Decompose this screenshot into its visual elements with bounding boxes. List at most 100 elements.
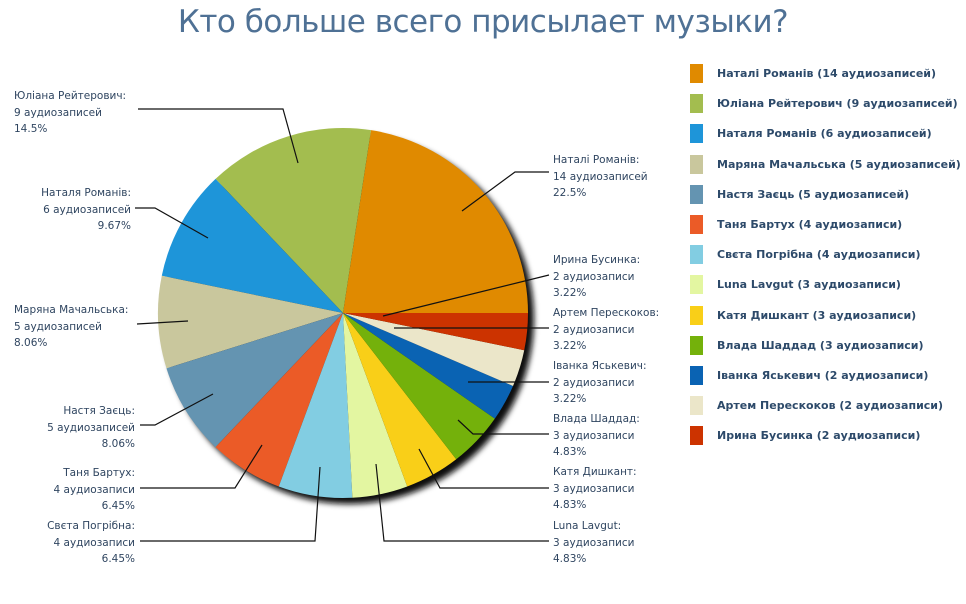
data-label-name: Luna Lavgut: — [553, 520, 622, 532]
legend-swatch — [690, 275, 703, 295]
legend-item[interactable]: Таня Бартух (4 аудиозаписи) — [690, 215, 966, 235]
data-label-percent: 8.06% — [14, 337, 48, 349]
data-label-count-text: 9 аудиозаписей — [14, 106, 102, 119]
data-label-percent: 4.83% — [553, 553, 587, 565]
data-label-count-text: 2 аудиозаписи — [553, 323, 635, 336]
data-label: Катя Дишкант: 3 аудиозаписи 4.83% — [553, 464, 637, 514]
legend-label: Маряна Мачальська (5 аудиозаписей) — [717, 157, 961, 171]
leader-line — [461, 171, 549, 212]
pie-slice — [343, 313, 457, 487]
data-label-count-text: 3 аудиозаписи — [553, 429, 635, 442]
data-label-percent: 4.83% — [553, 446, 587, 458]
data-label-count-text: 14 аудиозаписей — [553, 170, 648, 183]
data-label: Маряна Мачальська: 5 аудиозаписей 8.06% — [14, 302, 128, 352]
legend-item[interactable]: Маряна Мачальська (5 аудиозаписей) — [690, 154, 966, 175]
legend-label: Таня Бартух (4 аудиозаписи) — [717, 218, 903, 231]
data-label-name: Артем Перескоков: — [553, 307, 660, 319]
data-label-count-text: 2 аудиозаписи — [553, 376, 635, 389]
legend-item[interactable]: Артем Перескоков (2 аудиозаписи) — [690, 396, 966, 416]
leader-line — [135, 207, 209, 239]
legend-swatch — [690, 245, 703, 265]
data-label-count-text: 3 аудиозаписи — [553, 536, 635, 549]
pie-slice — [215, 128, 372, 313]
legend-label: Ирина Бусинка (2 аудиозаписи) — [717, 429, 921, 443]
data-label-name: Наталі Романів: — [553, 154, 640, 166]
legend-swatch — [690, 184, 703, 204]
pie-slice — [161, 178, 343, 313]
data-label-name: Настя Заєць: — [63, 405, 135, 417]
data-label-percent: 3.22% — [553, 340, 587, 352]
data-label-percent: 6.45% — [101, 500, 135, 512]
legend-swatch — [690, 124, 703, 144]
pie-slice — [343, 313, 525, 386]
legend-swatch — [690, 335, 703, 355]
data-label-count-text: 4 аудиозаписи — [53, 536, 135, 549]
data-label-percent: 4.83% — [553, 499, 587, 511]
legend-item[interactable]: Іванка Яськевич (2 аудиозаписи) — [690, 366, 966, 386]
pie-slice — [343, 313, 408, 498]
legend-item[interactable]: Свєта Погрібна (4 аудиозаписи) — [690, 245, 966, 265]
data-label-percent: 6.45% — [101, 553, 135, 565]
pie-slice — [166, 313, 343, 448]
data-label: Іванка Яськевич: 2 аудиозаписи 3.22% — [553, 358, 647, 408]
legend-label: Влада Шаддад (3 аудиозаписи) — [717, 338, 924, 352]
legend-label: Катя Дишкант (3 аудиозаписи) — [717, 308, 917, 322]
data-label-percent: 22.5% — [553, 187, 587, 199]
data-label: Ирина Бусинка: 2 аудиозаписи 3.22% — [553, 252, 640, 302]
data-label-name: Ирина Бусинка: — [553, 254, 641, 266]
legend-swatch — [690, 426, 703, 446]
data-label: Наталі Романів: 14 аудиозаписей 22.5% — [553, 152, 648, 202]
leader-line — [136, 320, 189, 325]
legend-item[interactable]: Наталі Романів (14 аудиозаписей) — [690, 64, 966, 84]
legend-label: Наталі Романів (14 аудиозаписей) — [717, 67, 937, 80]
legend-item[interactable]: Настя Заєць (5 аудиозаписей) — [690, 184, 966, 205]
legend-item[interactable]: Ирина Бусинка (2 аудиозаписи) — [690, 426, 966, 446]
legend-item[interactable]: Катя Дишкант (3 аудиозаписи) — [690, 305, 966, 326]
leader-line — [140, 393, 214, 426]
leader-line — [375, 463, 549, 542]
data-label: Luna Lavgut: 3 аудиозаписи 4.83% — [553, 518, 634, 568]
data-label: Влада Шаддад: 3 аудиозаписи 4.83% — [553, 411, 640, 461]
legend-item[interactable]: Влада Шаддад (3 аудиозаписи) — [690, 335, 966, 356]
chart-title: Кто больше всего присылает музыки? — [177, 4, 789, 40]
data-label: Наталя Романів: 6 аудиозаписей 9.67% — [41, 185, 131, 235]
data-label-percent: 3.22% — [553, 287, 587, 299]
pie-slice — [158, 275, 343, 369]
data-label-name: Юліана Рейтерович: — [14, 90, 127, 102]
legend-swatch — [690, 305, 703, 325]
data-label-name: Влада Шаддад: — [553, 413, 640, 425]
legend-label: Наталя Романів (6 аудиозаписей) — [717, 127, 932, 141]
legend-label: Юліана Рейтерович (9 аудиозаписей) — [717, 97, 958, 111]
data-label: Настя Заєць: 5 аудиозаписей 8.06% — [47, 403, 135, 453]
legend-item[interactable]: Юліана Рейтерович (9 аудиозаписей) — [690, 94, 966, 114]
leader-line — [138, 108, 299, 164]
legend-swatch — [690, 366, 703, 385]
legend-swatch — [690, 215, 703, 234]
leader-line — [140, 466, 321, 542]
legend-item[interactable]: Наталя Романів (6 аудиозаписей) — [690, 124, 966, 144]
leader-line — [382, 274, 550, 317]
leader-line — [457, 419, 549, 435]
data-label-name: Наталя Романів: — [41, 187, 131, 199]
data-label-count-text: 4 аудиозаписи — [53, 483, 135, 496]
legend-swatch — [690, 154, 703, 174]
data-label-count-text: 5 аудиозаписей — [47, 421, 135, 434]
pie-slice — [215, 313, 343, 487]
leader-line — [140, 444, 263, 489]
data-label: Юліана Рейтерович: 9 аудиозаписей 14.5% — [14, 88, 126, 138]
data-label-percent: 3.22% — [553, 393, 587, 405]
legend-label: Іванка Яськевич (2 аудиозаписи) — [717, 369, 929, 382]
legend-item[interactable]: Luna Lavgut (3 аудиозаписи) — [690, 275, 966, 295]
data-label: Свєта Погрібна: 4 аудиозаписи 6.45% — [47, 518, 135, 568]
data-label-count-text: 2 аудиозаписи — [553, 270, 635, 283]
data-label-name: Маряна Мачальська: — [14, 304, 129, 316]
data-label: Артем Перескоков: 2 аудиозаписи 3.22% — [553, 305, 659, 355]
legend-label: Luna Lavgut (3 аудиозаписи) — [717, 278, 901, 292]
data-label-name: Свєта Погрібна: — [47, 520, 135, 532]
legend-swatch — [690, 64, 703, 83]
data-label: Таня Бартух: 4 аудиозаписи 6.45% — [54, 465, 135, 515]
data-label-name: Катя Дишкант: — [553, 466, 637, 478]
legend-swatch — [690, 94, 703, 114]
data-label-count-text: 5 аудиозаписей — [14, 320, 102, 333]
leader-line — [418, 448, 549, 489]
